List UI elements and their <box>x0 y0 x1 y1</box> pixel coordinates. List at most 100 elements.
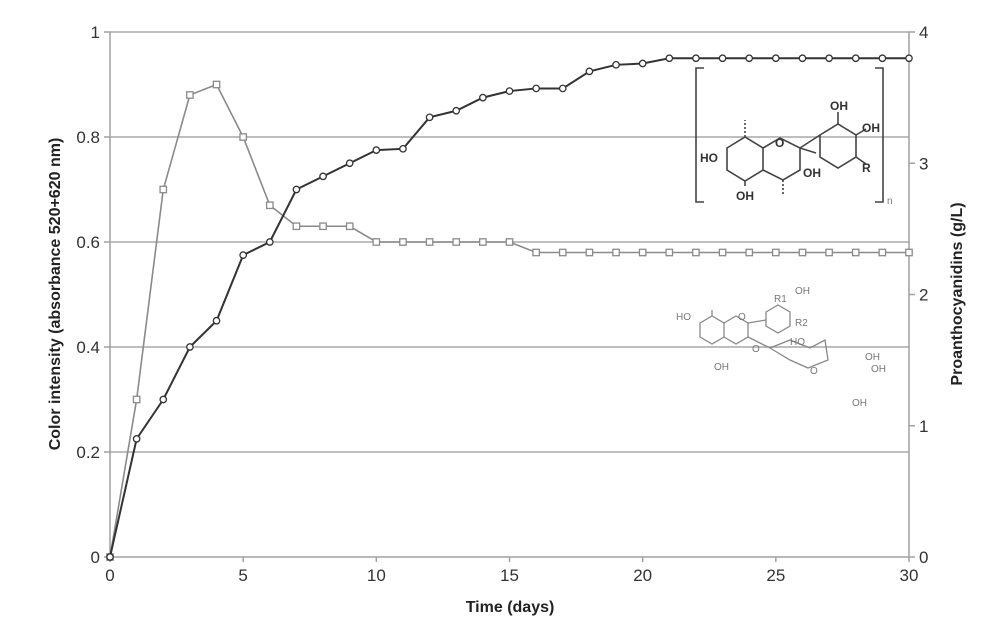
series-color-intensity <box>106 80 913 561</box>
x-tick-label: 0 <box>105 566 114 585</box>
data-point <box>745 248 754 257</box>
data-point <box>851 248 860 257</box>
data-point <box>612 60 620 69</box>
data-point <box>212 316 221 325</box>
data-point <box>558 248 567 257</box>
svg-text:OH: OH <box>871 364 886 375</box>
y2-tick-label: 3 <box>919 154 928 173</box>
svg-text:R: R <box>862 161 871 175</box>
data-point <box>212 80 221 89</box>
anthocyanin-structure <box>699 304 829 369</box>
data-point <box>345 159 354 168</box>
svg-text:OH: OH <box>830 99 848 113</box>
data-point <box>878 248 887 257</box>
data-point <box>452 106 461 115</box>
data-point <box>132 435 141 443</box>
svg-text:n: n <box>887 196 893 207</box>
y-tick-label: 0.8 <box>76 128 100 147</box>
y-tick-label: 0.6 <box>76 233 100 252</box>
data-point <box>132 395 141 404</box>
data-point <box>825 54 833 63</box>
y2-tick-label: 0 <box>919 548 928 567</box>
svg-text:O: O <box>810 366 818 377</box>
data-point <box>638 59 647 68</box>
y-tick-label: 0.4 <box>76 338 100 357</box>
x-axis-title: Time (days) <box>466 599 555 616</box>
data-point <box>479 238 487 246</box>
x-tick-label: 20 <box>633 566 652 585</box>
y-axis-title: Color intensity (absorbance 520+620 nm) <box>47 138 64 451</box>
data-point <box>425 238 434 246</box>
data-point <box>452 238 461 246</box>
data-point <box>292 222 301 231</box>
x-tick-label: 15 <box>500 566 519 585</box>
data-point <box>692 54 700 63</box>
data-point <box>505 87 514 95</box>
data-point <box>638 248 647 257</box>
x-tick-label: 30 <box>900 566 919 585</box>
svg-text:R1: R1 <box>774 294 787 305</box>
data-point <box>745 54 754 63</box>
data-point <box>798 248 807 257</box>
svg-text:OH: OH <box>852 398 867 409</box>
data-point <box>319 222 327 231</box>
data-point <box>292 185 301 194</box>
y2-tick-label: 1 <box>919 417 928 436</box>
proanthocyanidin-structure <box>695 67 884 203</box>
data-point <box>851 54 860 63</box>
data-point <box>771 248 780 257</box>
data-point <box>718 248 727 257</box>
svg-text:OH: OH <box>795 286 810 297</box>
data-point <box>239 251 248 259</box>
data-point <box>239 133 248 141</box>
svg-text:O: O <box>775 136 784 150</box>
data-point <box>186 91 194 99</box>
data-point <box>558 84 567 93</box>
data-point <box>265 201 274 210</box>
data-point <box>692 248 700 257</box>
data-point <box>878 54 887 63</box>
data-point <box>479 93 487 102</box>
svg-text:O: O <box>752 344 760 355</box>
y-tick-label: 1 <box>91 23 100 42</box>
right-bracket <box>875 67 884 203</box>
svg-text:OH: OH <box>714 362 729 373</box>
svg-text:O: O <box>738 312 746 323</box>
y2-tick-label: 4 <box>919 23 928 42</box>
data-point <box>399 144 407 153</box>
data-point <box>825 248 833 257</box>
data-point <box>798 54 807 63</box>
svg-text:OH: OH <box>862 121 880 135</box>
data-point <box>771 54 780 63</box>
data-point <box>372 146 381 154</box>
data-point <box>186 343 194 351</box>
svg-text:OH: OH <box>865 352 880 363</box>
svg-text:HO: HO <box>790 337 805 348</box>
y2-tick-label: 2 <box>919 286 928 305</box>
x-tick-label: 10 <box>367 566 386 585</box>
svg-text:R2: R2 <box>795 318 808 329</box>
svg-text:OH: OH <box>736 189 754 203</box>
data-point <box>905 248 913 257</box>
svg-text:OH: OH <box>803 166 821 180</box>
data-point <box>665 248 674 257</box>
proanthocyanidin-labels: OH OH HO O R OH OH n <box>700 99 893 207</box>
series-proanthocyanidins <box>106 54 913 561</box>
data-point <box>106 553 114 561</box>
y-tick-label: 0 <box>91 548 100 567</box>
x-tick-label: 5 <box>238 566 247 585</box>
data-point <box>905 54 913 63</box>
data-point <box>585 67 594 76</box>
data-point <box>159 395 168 404</box>
data-point <box>532 84 540 93</box>
svg-text:HO: HO <box>676 312 691 323</box>
x-tick-label: 25 <box>766 566 785 585</box>
data-point <box>319 172 327 181</box>
left-bracket <box>695 67 704 203</box>
y2-axis-title: Proanthocyanidins (g/L) <box>949 202 966 385</box>
data-point <box>372 238 381 246</box>
data-point <box>265 238 274 246</box>
data-point <box>718 54 727 63</box>
